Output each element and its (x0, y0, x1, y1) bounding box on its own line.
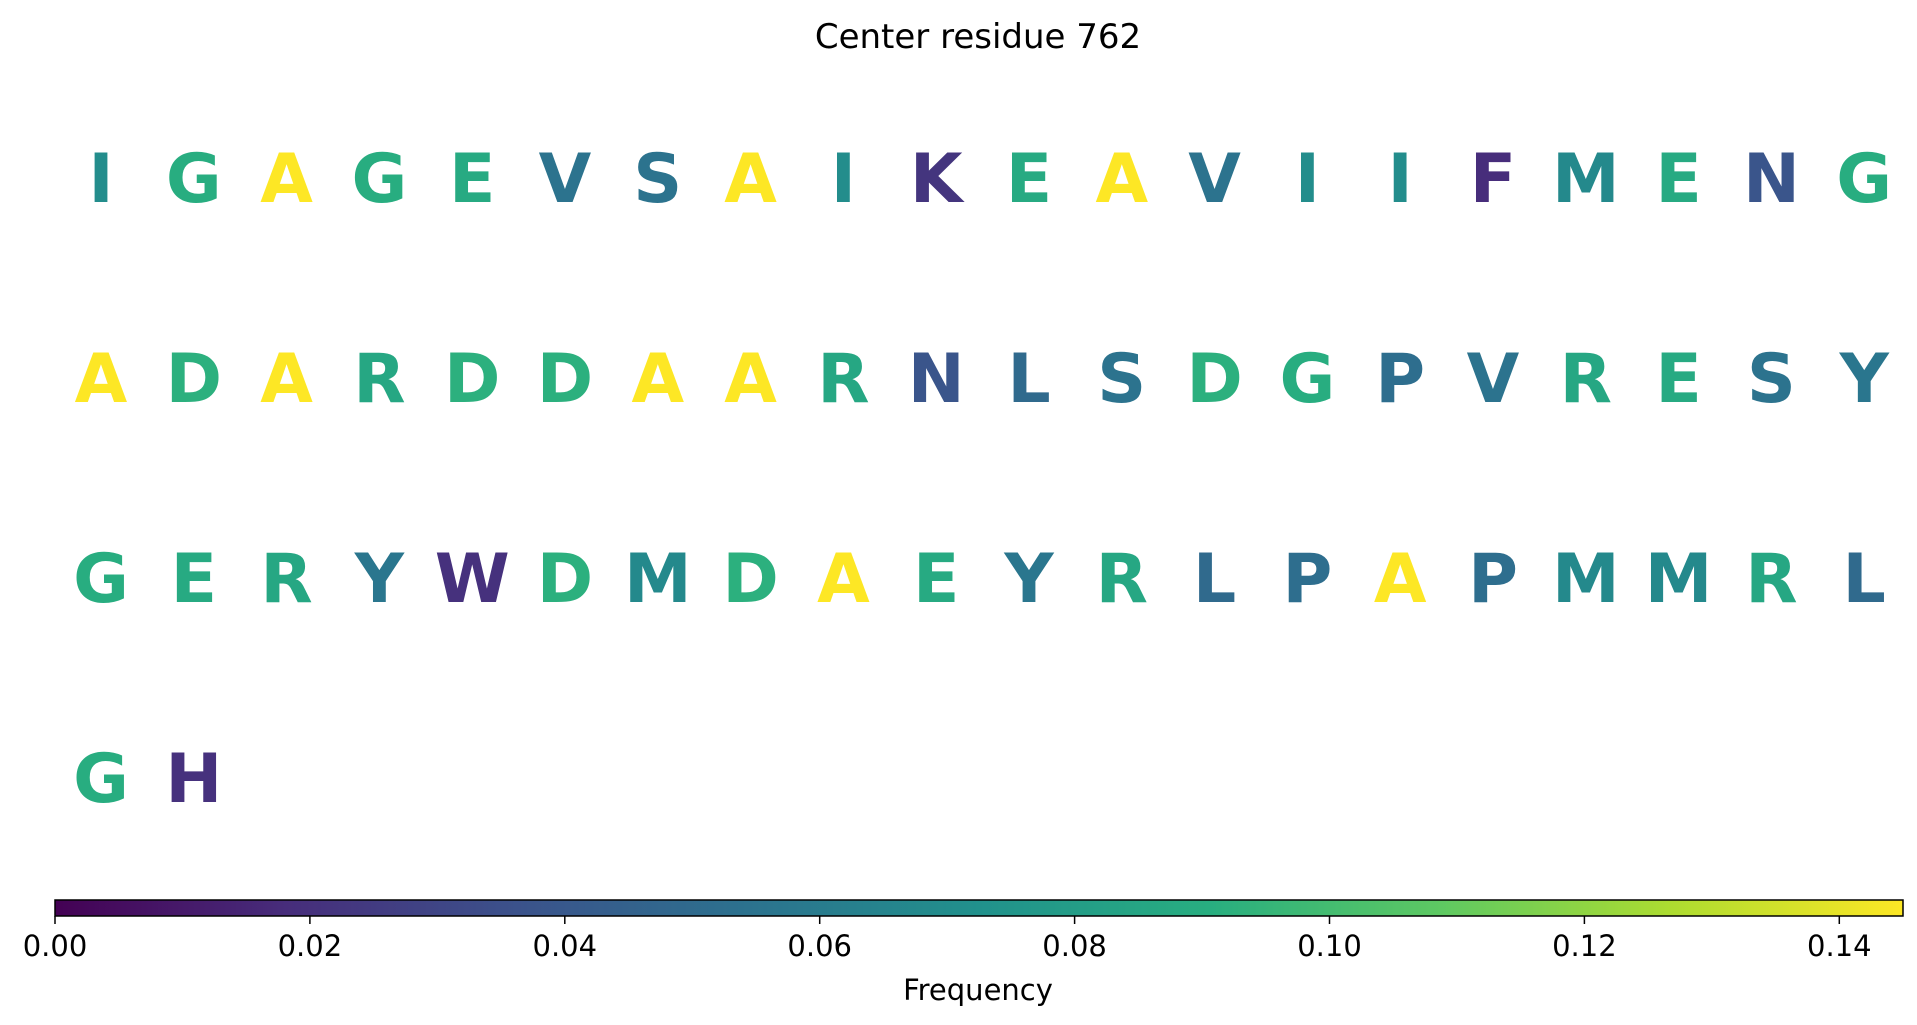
residue-letter: E (171, 540, 217, 619)
residue-letter: I (1388, 140, 1413, 219)
residue-letter: M (1645, 540, 1713, 619)
residue-letter: D (722, 540, 778, 619)
residue-letter: A (260, 140, 313, 219)
residue-letter: E (1655, 340, 1701, 419)
residue-letter: W (435, 540, 510, 619)
residue-letter: D (1186, 340, 1242, 419)
residue-letter: G (351, 140, 407, 219)
colorbar-tick-label: 0.04 (533, 929, 598, 963)
residue-letter: Y (1839, 340, 1890, 419)
colorbar-label: Frequency (903, 973, 1053, 1007)
residue-letter: Y (354, 540, 405, 619)
residue-letter: R (1560, 340, 1612, 419)
residue-letter: V (539, 140, 592, 219)
residue-letter: I (88, 140, 113, 219)
residue-letter: R (1745, 540, 1797, 619)
residue-letter: L (1007, 340, 1050, 419)
residue-letter: E (1655, 140, 1701, 219)
residue-letter: Y (1003, 540, 1054, 619)
residue-grid: I G A G E V S A I K E A V I I F M E N GA D A R D D A A R N L S D G P V R E S Y… (73, 140, 1892, 819)
colorbar-tick-label: 0.08 (1042, 929, 1107, 963)
residue-letter: H (165, 740, 222, 819)
residue-letter: L (1843, 540, 1886, 619)
residue-letter: M (624, 540, 692, 619)
residue-letter: M (1552, 140, 1620, 219)
residue-letter: V (1188, 140, 1241, 219)
colorbar-ticks: 0.00 0.02 0.04 0.06 0.08 0.10 0.12 0.14 (23, 916, 1872, 963)
residue-letter: A (631, 340, 684, 419)
colorbar-tick-label: 0.00 (23, 929, 88, 963)
residue-letter: S (633, 140, 682, 219)
residue-letter: G (166, 140, 222, 219)
residue-letter: D (537, 540, 593, 619)
residue-letter: A (1374, 540, 1427, 619)
residue-letter: D (166, 340, 222, 419)
residue-letter: I (831, 140, 856, 219)
colorbar-tick-label: 0.02 (278, 929, 343, 963)
residue-letter: V (1467, 340, 1520, 419)
residue-letter: R (260, 540, 312, 619)
residue-letter: E (449, 140, 495, 219)
residue-letter: A (75, 340, 128, 419)
residue-letter: G (73, 540, 129, 619)
residue-letter: A (817, 540, 870, 619)
residue-letter: N (1743, 140, 1800, 219)
residue-letter: L (1193, 540, 1236, 619)
residue-letter: P (1468, 540, 1518, 619)
residue-letter: G (1279, 340, 1335, 419)
residue-letter: G (73, 740, 129, 819)
residue-letter: D (444, 340, 500, 419)
colorbar-gradient (54, 899, 1904, 917)
residue-letter: G (1836, 140, 1892, 219)
chart-title: Center residue 762 (815, 17, 1141, 57)
residue-letter: F (1470, 140, 1516, 219)
residue-letter: P (1375, 340, 1425, 419)
residue-letter: S (1747, 340, 1796, 419)
residue-letter: E (913, 540, 959, 619)
colorbar-tick-label: 0.14 (1807, 929, 1872, 963)
residue-letter: A (260, 340, 313, 419)
colorbar-tick-label: 0.10 (1297, 929, 1362, 963)
residue-letter: P (1282, 540, 1332, 619)
residue-letter: I (1295, 140, 1320, 219)
residue-letter: A (724, 340, 777, 419)
colorbar-tick-label: 0.12 (1552, 929, 1617, 963)
residue-letter: N (908, 340, 965, 419)
residue-letter: R (353, 340, 405, 419)
residue-letter: A (724, 140, 777, 219)
residue-letter: M (1552, 540, 1620, 619)
colorbar-tick-label: 0.06 (787, 929, 852, 963)
residue-letter: D (537, 340, 593, 419)
residue-letter: K (910, 140, 965, 219)
residue-letter: A (1095, 140, 1148, 219)
residue-letter: S (1097, 340, 1146, 419)
residue-letter: R (817, 340, 869, 419)
colorbar: 0.00 0.02 0.04 0.06 0.08 0.10 0.12 0.14 Frequen… (23, 899, 1904, 1007)
residue-letter: R (1096, 540, 1148, 619)
residue-letter: E (1006, 140, 1052, 219)
